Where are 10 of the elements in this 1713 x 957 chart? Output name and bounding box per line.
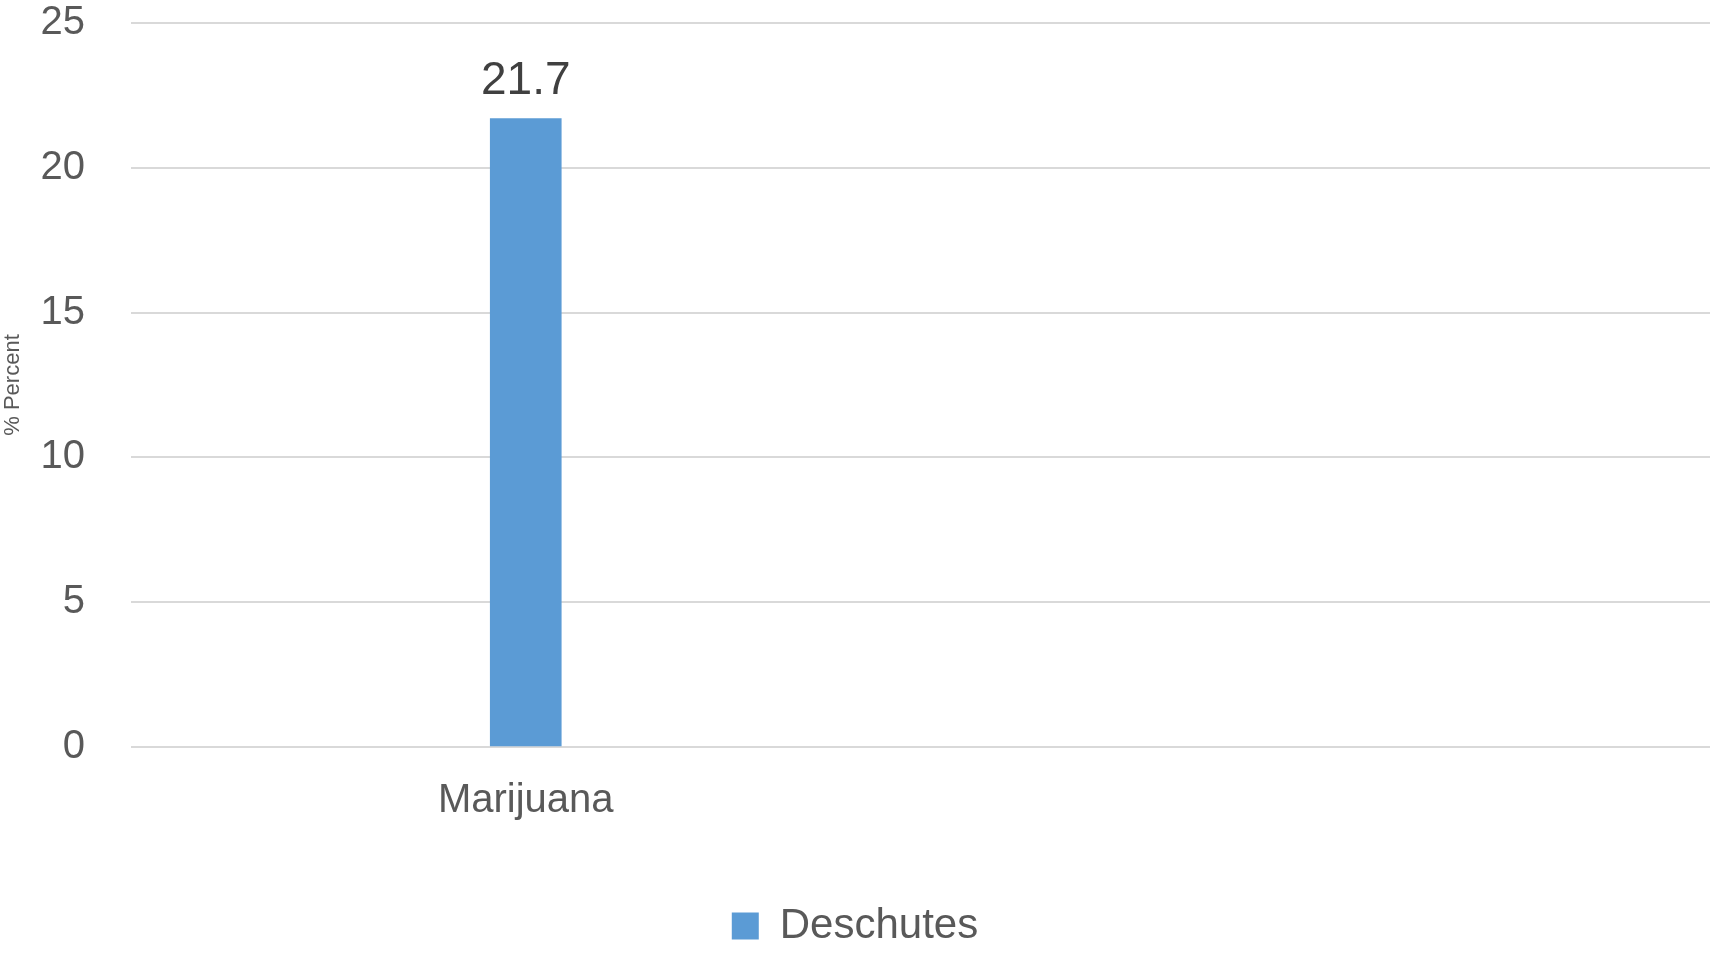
legend-label: Deschutes (779, 899, 979, 947)
y-tick-label: 15 (40, 287, 85, 332)
y-tick-label: 0 (62, 722, 85, 767)
y-tick-label: 25 (40, 0, 85, 43)
y-tick-label: 20 (40, 142, 85, 187)
y-tick-label: 10 (40, 432, 85, 477)
y-tick-label: 5 (62, 577, 85, 622)
y-axis-title: % Percent (0, 334, 25, 436)
x-tick-label: Marijuana (437, 776, 615, 821)
data-label: 21.7 (480, 52, 571, 105)
